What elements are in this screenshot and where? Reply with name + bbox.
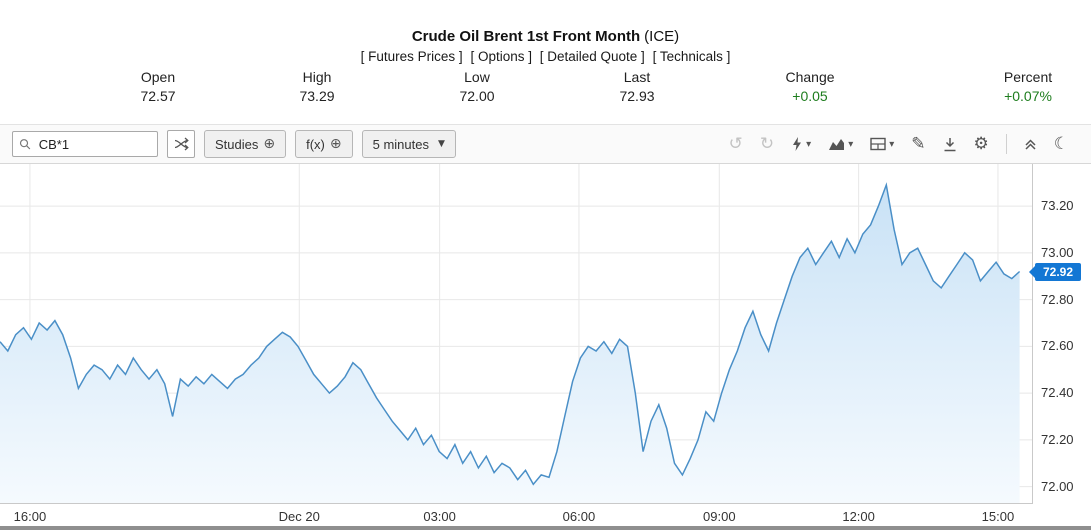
link-options[interactable]: [ Options ] bbox=[470, 49, 532, 64]
y-axis-label: 73.20 bbox=[1041, 198, 1074, 214]
toolbar-icon-group: ↺ ↻ ▾ ▾ ▾ bbox=[729, 134, 1079, 154]
dark-mode-icon[interactable]: ☾ bbox=[1053, 133, 1069, 154]
price-chart-svg bbox=[0, 164, 1032, 503]
x-axis-label: 06:00 bbox=[562, 509, 596, 524]
symbol-search[interactable] bbox=[12, 131, 158, 157]
chevron-down-icon: ▾ bbox=[848, 138, 854, 150]
link-detailed-quote[interactable]: [ Detailed Quote ] bbox=[539, 49, 645, 64]
download-icon[interactable] bbox=[943, 137, 957, 152]
link-futures-prices[interactable]: [ Futures Prices ] bbox=[360, 49, 463, 64]
chart-toolbar: Studies ⊕ f(x) ⊕ 5 minutes ▼ ↺ ↻ ▾ bbox=[0, 124, 1091, 164]
toolbar-separator bbox=[1005, 134, 1007, 154]
draw-icon[interactable]: ✎ bbox=[911, 133, 926, 154]
title-line: Crude Oil Brent 1st Front Month (ICE) bbox=[0, 28, 1091, 45]
last-price-badge: 72.92 bbox=[1029, 262, 1081, 281]
bottom-divider bbox=[0, 526, 1091, 530]
fx-button[interactable]: f(x) ⊕ bbox=[295, 130, 353, 158]
low-value: 72.00 bbox=[459, 88, 495, 104]
x-axis-label: Dec 20 bbox=[278, 509, 320, 524]
chevron-down-icon: ▾ bbox=[806, 138, 812, 150]
studies-label: Studies bbox=[215, 136, 259, 152]
x-axis-label: 09:00 bbox=[703, 509, 736, 524]
events-dropdown[interactable]: ▾ bbox=[791, 136, 811, 152]
x-axis-label: 16:00 bbox=[13, 509, 47, 524]
low-label: Low bbox=[464, 69, 490, 85]
chart-region: 72.92 73.20 73.00 72.80 72.60 72.40 72.20 72.0… bbox=[0, 164, 1091, 526]
interval-caret-icon: ▼ bbox=[438, 139, 445, 149]
quote-col-open: Open 72.57 bbox=[140, 68, 175, 106]
quote-col-change: Change +0.05 bbox=[785, 68, 834, 106]
chevron-down-icon: ▾ bbox=[889, 138, 895, 150]
layout-dropdown[interactable]: ▾ bbox=[870, 137, 894, 151]
layout-panels-icon bbox=[870, 137, 886, 151]
add-function-icon: ⊕ bbox=[329, 136, 342, 152]
quote-col-percent: Percent +0.07% bbox=[1004, 68, 1052, 106]
y-axis-label: 72.20 bbox=[1041, 431, 1074, 447]
quote-header: Crude Oil Brent 1st Front Month (ICE) [ F… bbox=[0, 0, 1091, 124]
y-axis-label: 72.80 bbox=[1041, 291, 1074, 307]
studies-button[interactable]: Studies ⊕ bbox=[204, 130, 287, 158]
x-axis-label: 15:00 bbox=[981, 509, 1015, 524]
undo-icon[interactable]: ↺ bbox=[728, 133, 743, 154]
x-axis-label: 03:00 bbox=[423, 509, 456, 524]
add-study-icon: ⊕ bbox=[263, 136, 276, 152]
events-lightning-icon bbox=[793, 137, 802, 151]
quote-col-last: Last 72.93 bbox=[619, 68, 654, 106]
y-axis-label: 73.00 bbox=[1041, 244, 1074, 260]
quote-links: [ Futures Prices ] [ Options ] [ Detaile… bbox=[0, 49, 1091, 64]
quote-col-high: High 73.29 bbox=[299, 68, 334, 106]
percent-label: Percent bbox=[1003, 69, 1053, 85]
chart-type-dropdown[interactable]: ▾ bbox=[828, 137, 853, 151]
exchange-label: (ICE) bbox=[644, 28, 680, 45]
compare-icon bbox=[174, 137, 189, 151]
instrument-title: Crude Oil Brent 1st Front Month bbox=[411, 28, 641, 45]
link-technicals[interactable]: [ Technicals ] bbox=[652, 49, 731, 64]
redo-icon[interactable]: ↻ bbox=[759, 133, 775, 154]
y-axis-label: 72.60 bbox=[1041, 338, 1074, 354]
symbol-input[interactable] bbox=[36, 135, 151, 153]
last-value: 72.93 bbox=[619, 88, 655, 104]
open-value: 72.57 bbox=[140, 88, 176, 104]
period-dropdown[interactable]: 5 minutes ▼ bbox=[361, 130, 456, 158]
open-label: Open bbox=[140, 69, 176, 85]
high-value: 73.29 bbox=[299, 88, 335, 104]
collapse-toolbar-icon[interactable] bbox=[1024, 138, 1037, 151]
y-axis-label: 72.00 bbox=[1041, 478, 1074, 494]
settings-icon[interactable]: ⚙ bbox=[973, 133, 989, 154]
chart-plot-area[interactable] bbox=[0, 164, 1033, 504]
chart-type-icon bbox=[829, 139, 845, 150]
search-icon bbox=[19, 139, 31, 150]
y-axis-label: 72.40 bbox=[1041, 385, 1074, 401]
price-axis[interactable]: 72.92 73.20 73.00 72.80 72.60 72.40 72.20 72.0… bbox=[1029, 164, 1091, 503]
change-value: +0.05 bbox=[792, 88, 828, 104]
change-label: Change bbox=[785, 69, 835, 85]
period-value: 5 minutes bbox=[372, 136, 429, 152]
x-axis-label: 12:00 bbox=[842, 509, 875, 524]
compare-button[interactable] bbox=[167, 130, 195, 158]
time-axis[interactable]: 16:00 Dec 20 03:00 06:00 09:00 12:00 15:00 bbox=[0, 504, 1032, 528]
percent-value: +0.07% bbox=[1004, 88, 1052, 104]
fx-label: f(x) bbox=[306, 136, 325, 152]
last-label: Last bbox=[623, 69, 651, 85]
quote-col-low: Low 72.00 bbox=[459, 68, 494, 106]
high-label: High bbox=[302, 69, 332, 85]
